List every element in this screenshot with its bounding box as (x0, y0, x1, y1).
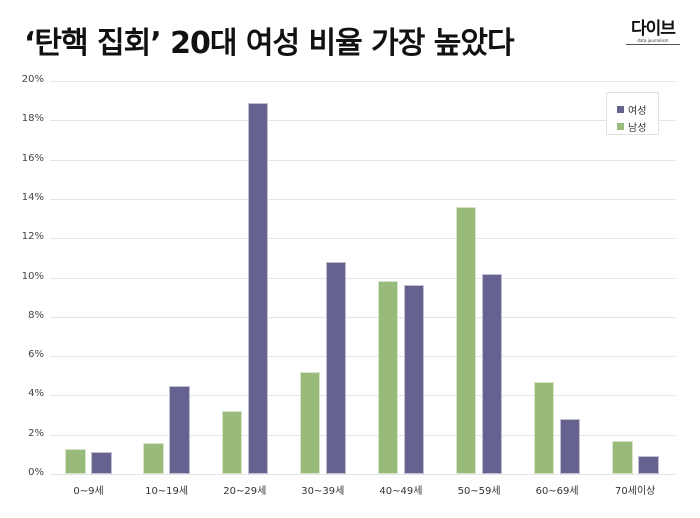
x-category-label: 60~69세 (535, 486, 579, 497)
bar-male (299, 371, 321, 474)
gridline (50, 317, 675, 318)
logo-subtext: data journalism (626, 38, 680, 45)
gridline (50, 356, 675, 357)
legend-item-male: 남성 (617, 119, 646, 134)
y-tick-label: 14% (21, 192, 44, 203)
legend-item-female: 여성 (617, 102, 646, 117)
gridline (50, 278, 675, 279)
y-tick-label: 20% (21, 74, 44, 85)
bar-female (325, 261, 347, 474)
y-tick-label: 0% (28, 467, 44, 478)
x-category-label: 10~19세 (145, 486, 189, 497)
bar-female (169, 385, 190, 474)
x-category-label: 30~39세 (301, 486, 345, 497)
y-tick-label: 4% (28, 388, 44, 399)
y-tick-label: 2% (28, 428, 44, 439)
legend-label-female: 여성 (628, 106, 647, 117)
bar-male (377, 281, 399, 474)
y-tick-label: 12% (21, 231, 44, 242)
gridline (50, 474, 675, 475)
bar-male (533, 381, 555, 474)
gridline (50, 81, 675, 82)
bar-female (481, 273, 503, 474)
gridline (50, 160, 675, 161)
gridline (50, 120, 675, 121)
x-category-label: 40~49세 (379, 486, 423, 497)
publisher-logo: 다이브 data journalism (626, 20, 680, 45)
logo-text: 다이브 (631, 19, 676, 39)
gridline (50, 395, 675, 396)
x-category-label: 20~29세 (223, 486, 267, 497)
bar-female (91, 452, 112, 474)
x-category-label: 70세이상 (615, 486, 656, 497)
bar-female (403, 285, 425, 474)
female-swatch-icon (617, 106, 624, 113)
male-swatch-icon (617, 123, 624, 130)
bar-male (455, 206, 477, 474)
x-category-label: 50~59세 (457, 486, 501, 497)
bar-male (143, 442, 164, 474)
gridline (50, 238, 675, 239)
bar-male (221, 411, 242, 474)
bar-male (65, 448, 86, 474)
bar-female (638, 456, 659, 474)
x-category-label: 0~9세 (73, 486, 104, 497)
y-tick-label: 16% (21, 153, 44, 164)
bar-female (559, 419, 581, 474)
gridline (50, 199, 675, 200)
y-tick-label: 8% (28, 310, 44, 321)
chart-legend: 여성 남성 (606, 92, 659, 135)
gridline (50, 435, 675, 436)
chart-title: ‘탄핵 집회’ 20대 여성 비율 가장 높았다 (24, 26, 515, 61)
legend-label-male: 남성 (628, 123, 647, 134)
bar-female (247, 102, 268, 474)
y-tick-label: 10% (21, 271, 44, 282)
bar-male (612, 440, 633, 474)
y-tick-label: 18% (21, 113, 44, 124)
y-tick-label: 6% (28, 349, 44, 360)
